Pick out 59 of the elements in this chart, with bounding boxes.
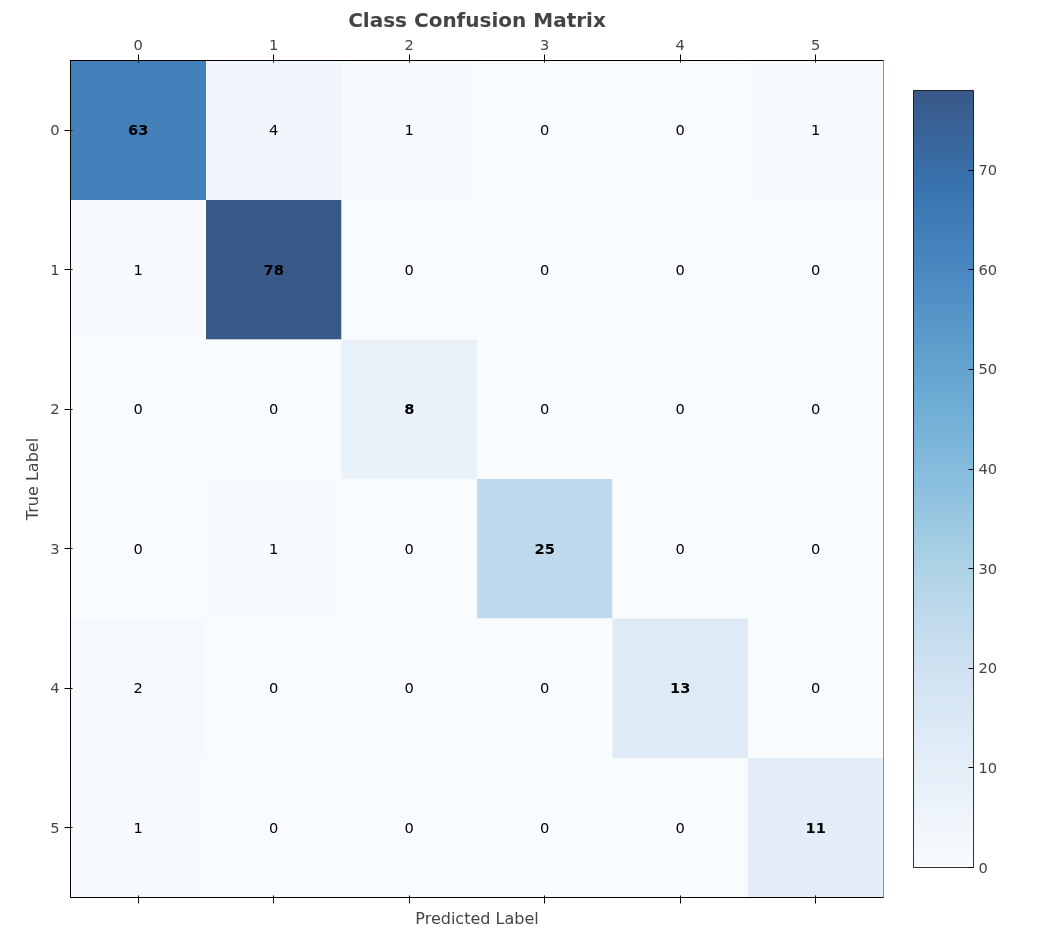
data-label: 1 — [811, 121, 821, 139]
data-label: 2 — [133, 679, 143, 697]
data-label: 0 — [540, 679, 550, 697]
data-label: 0 — [404, 260, 414, 278]
data-label: 0 — [811, 400, 821, 418]
data-label: 0 — [675, 818, 685, 836]
x-tick-label: 5 — [811, 35, 821, 53]
data-label: 11 — [805, 818, 826, 836]
y-tick-label: 3 — [50, 539, 60, 557]
data-label: 13 — [670, 679, 691, 697]
color-bar-label: 70 — [978, 161, 998, 179]
x-tick-label: 4 — [675, 35, 685, 53]
color-bar-label: 0 — [978, 858, 988, 876]
data-label: 0 — [540, 400, 550, 418]
data-label: 78 — [263, 260, 284, 278]
color-bar-label: 30 — [978, 559, 998, 577]
y-tick-label: 5 — [50, 818, 60, 836]
chart-title: Class Confusion Matrix — [348, 7, 606, 32]
data-label: 0 — [540, 818, 550, 836]
color-bar-label: 50 — [978, 360, 998, 378]
data-label: 0 — [675, 121, 685, 139]
y-tick-label: 4 — [50, 679, 60, 697]
data-label: 0 — [269, 679, 279, 697]
data-label: 0 — [540, 260, 550, 278]
data-label: 8 — [404, 400, 415, 418]
data-label: 0 — [269, 818, 279, 836]
y-tick-label: 0 — [50, 121, 60, 139]
y-tick-label: 1 — [50, 260, 60, 278]
data-label: 0 — [404, 818, 414, 836]
x-tick-label: 1 — [269, 35, 279, 53]
color-bar-label: 10 — [978, 758, 998, 776]
x-axis-title: Predicted Label — [415, 908, 539, 928]
data-label: 0 — [540, 121, 550, 139]
data-label: 0 — [269, 400, 279, 418]
data-label: 0 — [133, 539, 143, 557]
data-label: 0 — [404, 539, 414, 557]
data-label: 0 — [675, 400, 685, 418]
data-label: 1 — [404, 121, 414, 139]
data-label: 0 — [675, 539, 685, 557]
data-label: 0 — [675, 260, 685, 278]
color-bar-label: 60 — [978, 260, 998, 278]
y-axis-title: True Label — [23, 437, 43, 522]
data-label: 1 — [133, 818, 143, 836]
data-label: 0 — [811, 539, 821, 557]
x-tick-label: 2 — [404, 35, 414, 53]
data-label: 0 — [811, 679, 821, 697]
color-bar-label: 40 — [978, 460, 998, 478]
y-tick-label: 2 — [50, 400, 60, 418]
x-tick-label: 3 — [540, 35, 550, 53]
data-label: 0 — [133, 400, 143, 418]
data-label: 25 — [534, 539, 555, 557]
data-label: 0 — [404, 679, 414, 697]
color-bar-label: 20 — [978, 659, 998, 677]
data-label: 1 — [269, 539, 279, 557]
data-label: 1 — [133, 260, 143, 278]
data-label: 4 — [269, 121, 279, 139]
data-label: 0 — [811, 260, 821, 278]
data-label: 63 — [128, 121, 149, 139]
x-tick-label: 0 — [133, 35, 143, 53]
